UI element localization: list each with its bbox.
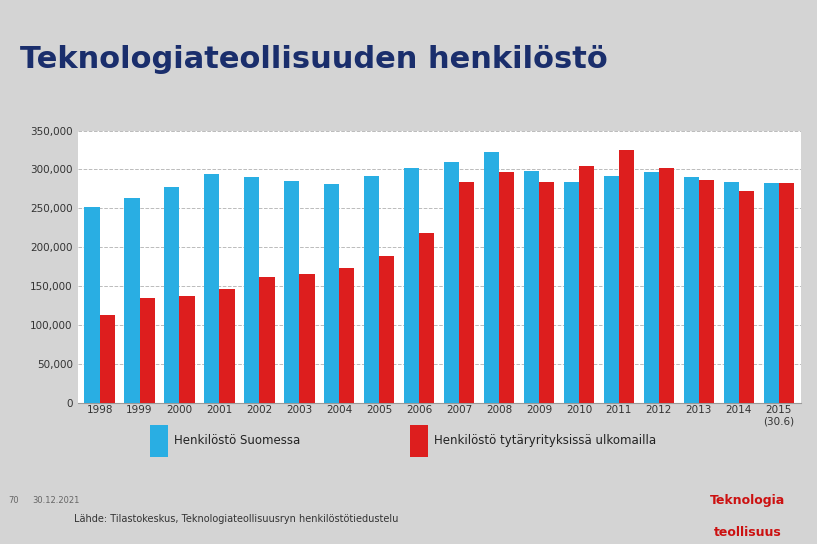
Bar xyxy=(739,191,754,403)
Bar xyxy=(419,233,435,403)
FancyBboxPatch shape xyxy=(410,425,428,457)
Bar xyxy=(444,162,459,403)
Bar xyxy=(484,152,499,403)
Bar xyxy=(259,277,275,403)
Bar xyxy=(124,198,140,403)
Bar xyxy=(564,182,579,403)
Bar xyxy=(379,256,395,403)
Text: Henkilöstö Suomessa: Henkilöstö Suomessa xyxy=(174,434,300,447)
Bar xyxy=(164,187,180,403)
Bar xyxy=(764,183,779,403)
Bar xyxy=(244,177,259,403)
Bar xyxy=(84,207,100,403)
Bar xyxy=(619,150,634,403)
Bar xyxy=(699,180,714,403)
Bar xyxy=(459,182,475,403)
Bar xyxy=(779,183,794,403)
Bar xyxy=(524,171,539,403)
Bar xyxy=(180,296,194,403)
Text: Lähde: Tilastokeskus, Teknologiateollisuusryn henkilöstötiedustelu: Lähde: Tilastokeskus, Teknologiateollisu… xyxy=(74,514,398,524)
Bar xyxy=(724,182,739,403)
Text: 30.12.2021: 30.12.2021 xyxy=(33,496,80,505)
Text: teollisuus: teollisuus xyxy=(714,526,781,539)
Bar xyxy=(324,184,339,403)
Text: Teknologia: Teknologia xyxy=(710,494,785,507)
Bar xyxy=(539,182,554,403)
Text: Henkilöstö tytäryrityksissä ulkomailla: Henkilöstö tytäryrityksissä ulkomailla xyxy=(434,434,656,447)
Bar xyxy=(579,166,594,403)
Bar xyxy=(339,268,355,403)
Bar xyxy=(499,172,514,403)
Bar xyxy=(604,176,619,403)
Bar xyxy=(220,289,234,403)
Bar xyxy=(140,299,154,403)
Bar xyxy=(644,172,659,403)
Text: Teknologiateollisuuden henkilöstö: Teknologiateollisuuden henkilöstö xyxy=(20,45,608,75)
Bar xyxy=(204,174,220,403)
Text: 70: 70 xyxy=(8,496,19,505)
Bar xyxy=(284,181,299,403)
Bar xyxy=(684,177,699,403)
Bar xyxy=(100,315,114,403)
FancyBboxPatch shape xyxy=(150,425,168,457)
Bar xyxy=(659,168,674,403)
Bar xyxy=(364,176,379,403)
Bar xyxy=(299,274,315,403)
Bar xyxy=(404,168,419,403)
